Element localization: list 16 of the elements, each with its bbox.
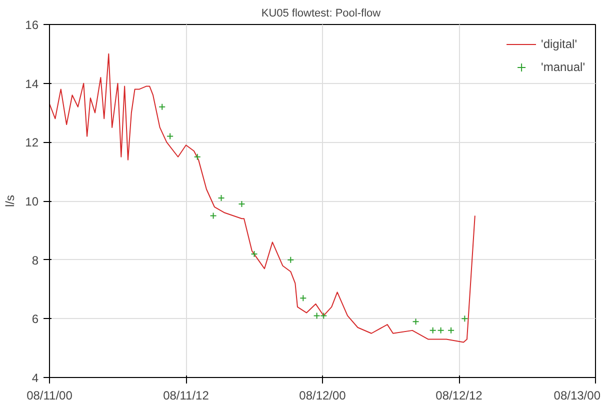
y-tick-label: 6 xyxy=(32,312,39,326)
x-tick-label: 08/11/12 xyxy=(163,388,210,402)
y-tick-label: 14 xyxy=(25,76,39,91)
y-tick-label: 12 xyxy=(25,136,39,150)
chart-title: KU05 flowtest: Pool-flow xyxy=(261,8,381,20)
legend-label: 'digital' xyxy=(541,37,577,51)
y-tick-label: 16 xyxy=(25,18,39,32)
y-tick-label: 8 xyxy=(32,253,39,268)
y-axis-title: l/s xyxy=(3,195,18,207)
x-tick-label: 08/13/00 xyxy=(554,388,601,402)
y-tick-label: 10 xyxy=(25,194,39,208)
x-tick-label: 08/12/00 xyxy=(299,388,346,402)
x-tick-label: 08/11/00 xyxy=(26,388,73,402)
x-tick-label: 08/12/12 xyxy=(436,388,483,402)
y-tick-label: 4 xyxy=(32,371,39,385)
legend-label: 'manual' xyxy=(541,60,585,74)
